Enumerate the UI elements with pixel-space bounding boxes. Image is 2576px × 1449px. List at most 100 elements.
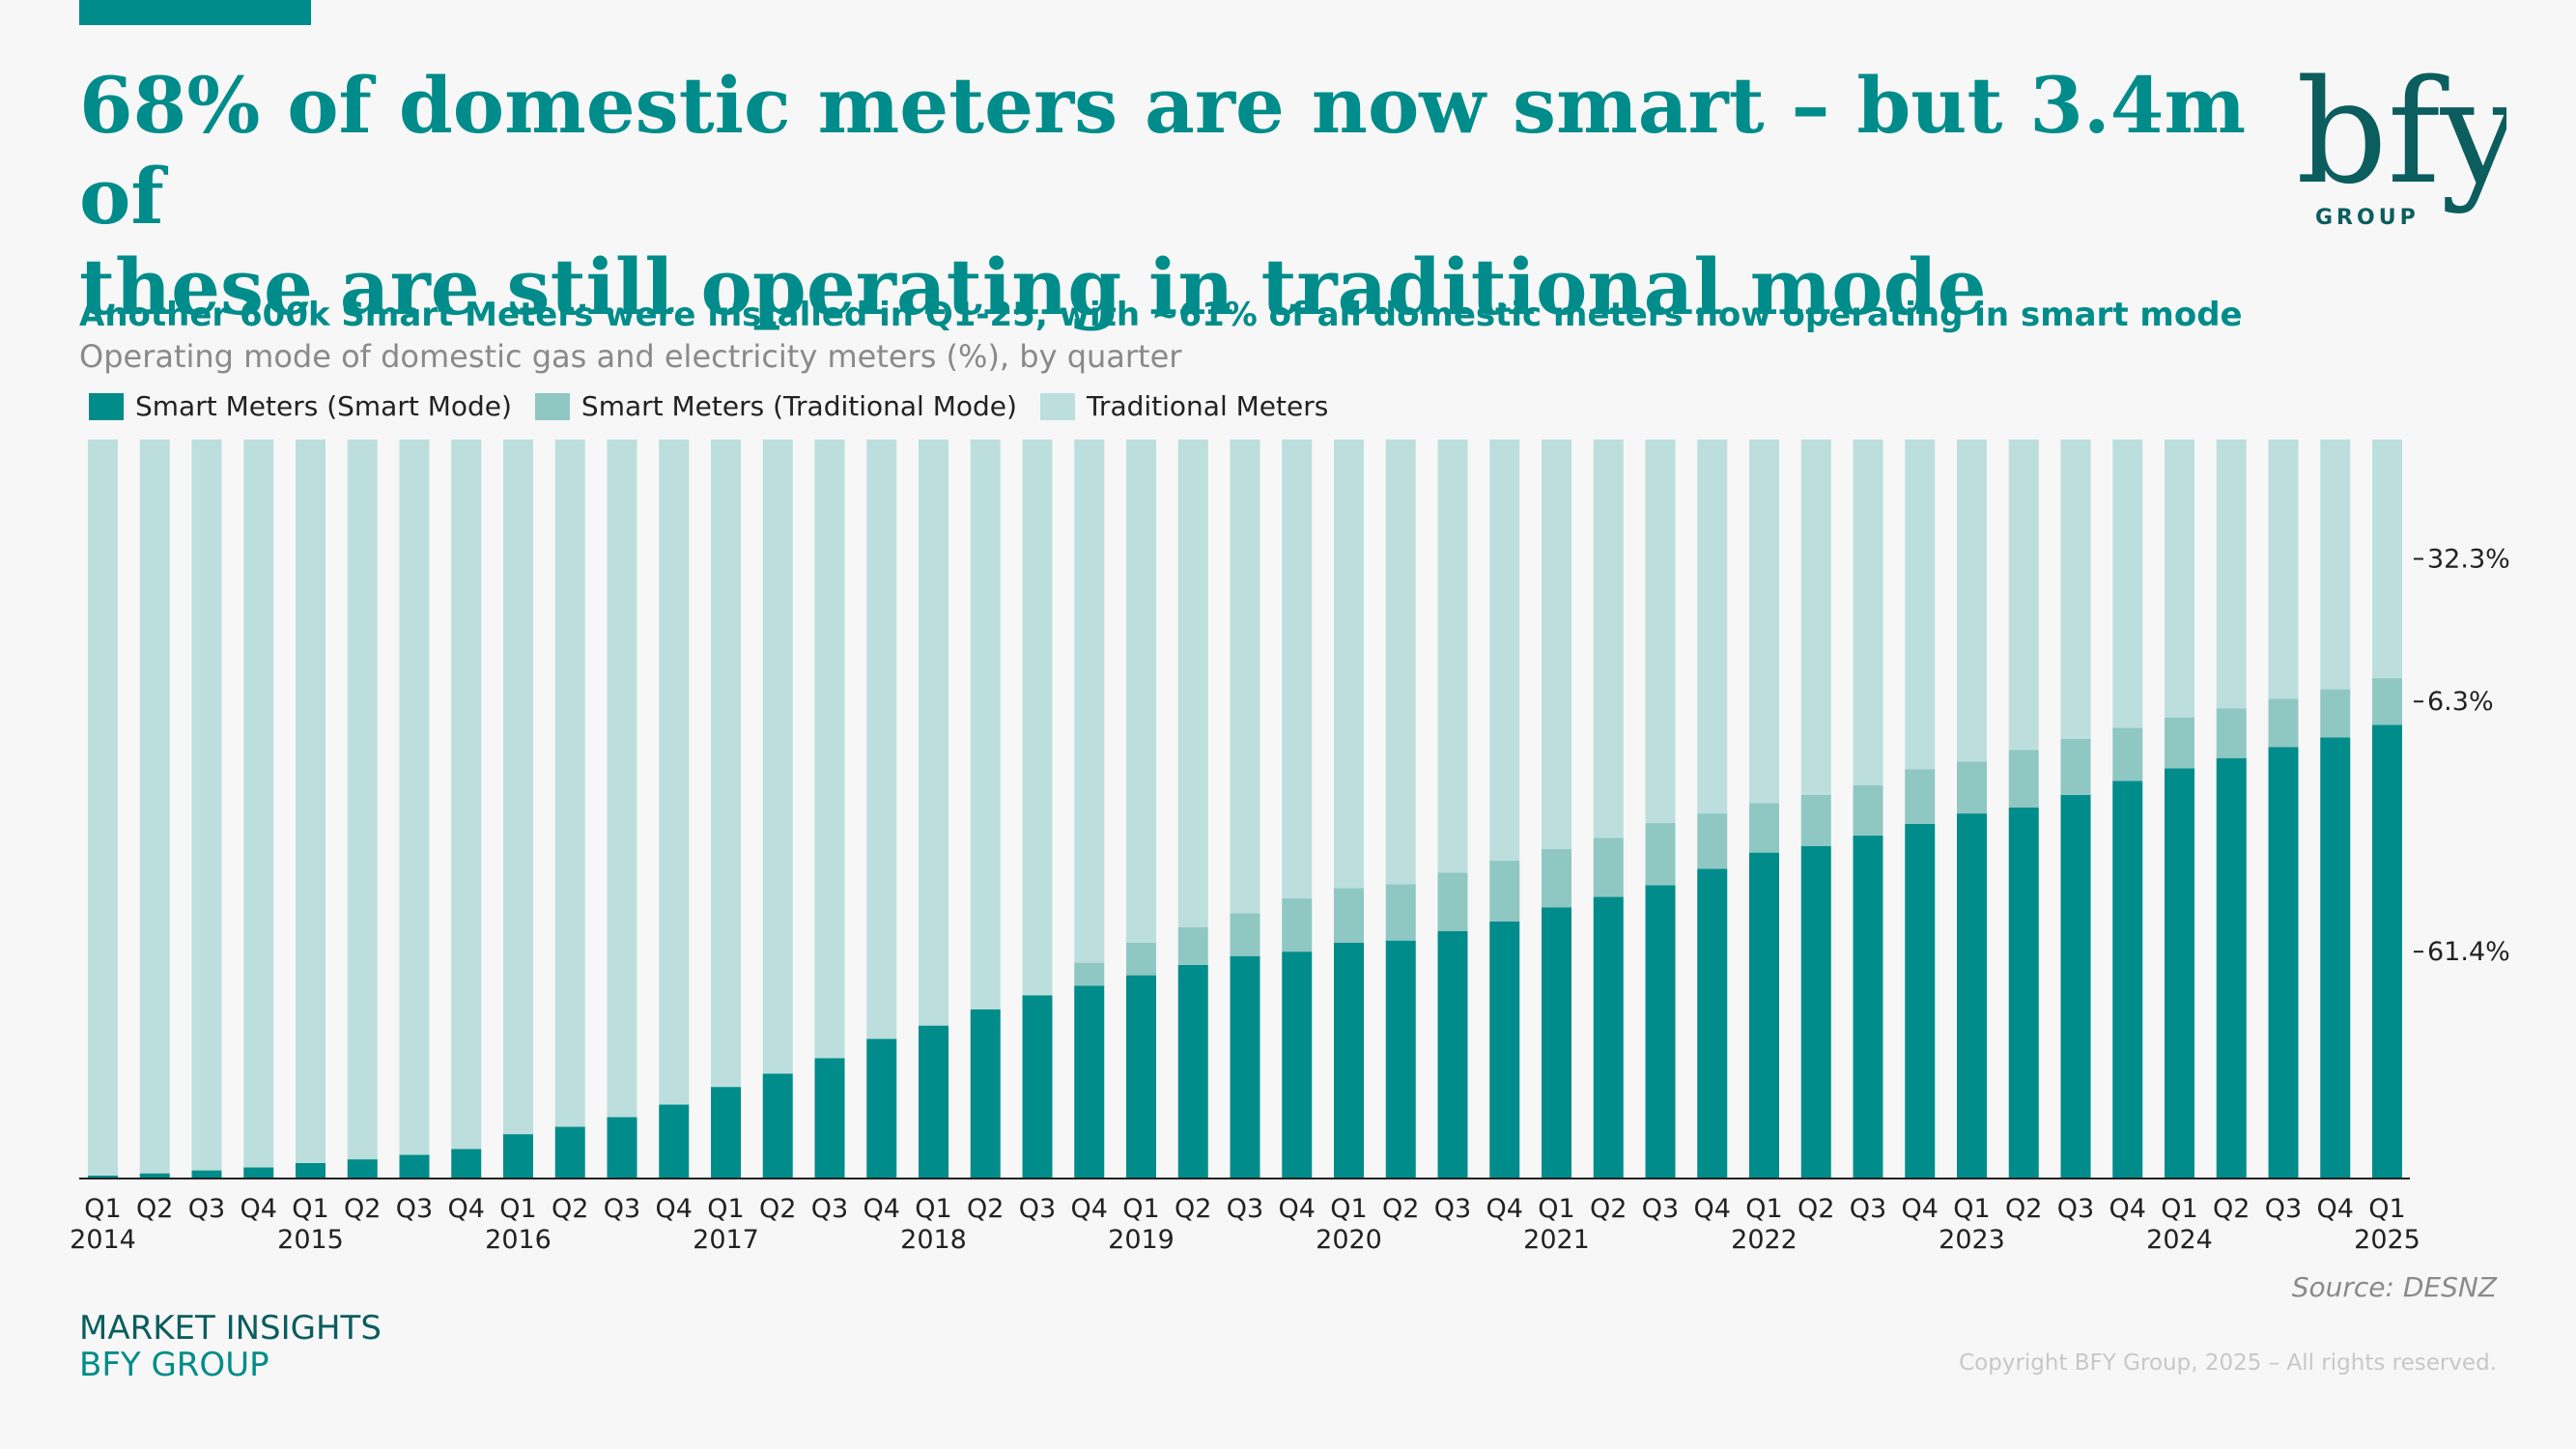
x-tick-label: Q1	[1122, 1194, 1159, 1224]
bar-traditional-meters	[866, 440, 897, 1039]
x-year-label: 2020	[1316, 1225, 1382, 1255]
x-year-label: 2019	[1108, 1225, 1175, 1255]
bar-traditional-meters	[659, 440, 690, 1105]
bar-smart-meters-traditional-mode	[2268, 698, 2299, 748]
bar-smart-meters-smart-mode	[1437, 930, 1468, 1179]
x-tick-label: Q4	[2109, 1194, 2146, 1224]
x-tick-label: Q3	[1434, 1194, 1471, 1224]
bar-traditional-meters	[711, 440, 741, 1088]
bar-traditional-meters	[88, 440, 118, 1176]
bfy-group-logo: bfy GROUP	[2296, 68, 2506, 230]
x-tick-label: Q4	[2317, 1194, 2354, 1224]
bar-smart-meters-traditional-mode	[1645, 823, 1676, 886]
bar-smart-meters-smart-mode	[970, 1009, 1001, 1179]
title-line-2: these are still operating in traditional…	[79, 242, 1987, 332]
x-tick-label: Q2	[2005, 1194, 2042, 1224]
bar-traditional-meters	[1489, 440, 1520, 862]
x-tick-label: Q1	[292, 1194, 328, 1224]
bar-smart-meters-smart-mode	[2008, 807, 2039, 1179]
bar-smart-meters-smart-mode	[1697, 868, 1728, 1179]
chart-subtitle: Another 600k Smart Meters were installed…	[79, 296, 2243, 334]
accent-bar	[79, 0, 311, 25]
bar-traditional-meters	[2268, 440, 2299, 699]
x-tick-label: Q4	[863, 1194, 900, 1224]
x-tick-label: Q3	[396, 1194, 433, 1224]
bar-smart-meters-traditional-mode	[2165, 717, 2194, 769]
bar-traditional-meters	[1697, 440, 1728, 814]
bar-smart-meters-smart-mode	[1074, 985, 1105, 1179]
bar-smart-meters-smart-mode	[814, 1058, 845, 1179]
bar-smart-meters-traditional-mode	[1593, 838, 1624, 897]
x-tick-label: Q2	[1382, 1194, 1419, 1224]
x-tick-label: Q4	[1694, 1194, 1731, 1224]
bar-smart-meters-traditional-mode	[1334, 888, 1364, 943]
bar-traditional-meters	[1334, 440, 1364, 889]
title-line-1: 68% of domestic meters are now smart – b…	[79, 60, 2247, 242]
bar-smart-meters-traditional-mode	[2372, 678, 2402, 725]
bar-smart-meters-traditional-mode	[1853, 785, 1883, 837]
legend-swatch-smart-mode	[89, 392, 124, 420]
x-year-label: 2014	[70, 1225, 136, 1255]
x-tick-label: Q4	[448, 1194, 485, 1224]
bar-smart-meters-smart-mode	[399, 1154, 430, 1179]
x-tick-label: Q3	[1642, 1194, 1679, 1224]
bar-smart-meters-traditional-mode	[1282, 898, 1313, 952]
bar-smart-meters-smart-mode	[1749, 852, 1779, 1179]
x-tick-label: Q2	[1175, 1194, 1211, 1224]
x-tick-label: Q4	[1279, 1194, 1316, 1224]
bar-smart-meters-smart-mode	[762, 1073, 793, 1179]
bar-traditional-meters	[2165, 440, 2194, 718]
source-note: Source: DESNZ	[2291, 1271, 2497, 1303]
bar-traditional-meters	[1074, 440, 1105, 963]
bar-smart-meters-smart-mode	[139, 1173, 170, 1179]
bar-traditional-meters	[139, 440, 170, 1174]
x-tick-label: Q1	[499, 1194, 536, 1224]
bar-smart-meters-smart-mode	[2268, 747, 2299, 1179]
x-tick-label: Q1	[1330, 1194, 1367, 1224]
bar-traditional-meters	[2216, 440, 2247, 709]
bar-traditional-meters	[1126, 440, 1156, 943]
bar-smart-meters-smart-mode	[2320, 737, 2351, 1179]
chart-legend: Smart Meters (Smart Mode) Smart Meters (…	[89, 390, 1351, 422]
logo-wordmark: bfy	[2296, 68, 2506, 215]
bar-smart-meters-smart-mode	[607, 1117, 637, 1179]
bar-smart-meters-traditional-mode	[1905, 769, 1936, 824]
bar-smart-meters-smart-mode	[243, 1167, 274, 1179]
x-tick-label: Q4	[241, 1194, 277, 1224]
bar-traditional-meters	[503, 440, 533, 1135]
bar-smart-meters-smart-mode	[2165, 768, 2194, 1179]
legend-label-smart-mode: Smart Meters (Smart Mode)	[135, 390, 512, 422]
bar-smart-meters-smart-mode	[1022, 995, 1053, 1179]
bar-smart-meters-traditional-mode	[1542, 848, 1571, 908]
bar-smart-meters-smart-mode	[88, 1175, 118, 1179]
x-tick-label: Q1	[84, 1194, 121, 1224]
bar-smart-meters-smart-mode	[296, 1162, 326, 1179]
x-year-label: 2018	[900, 1225, 967, 1255]
bar-smart-meters-traditional-mode	[1126, 942, 1156, 976]
bar-traditional-meters	[2320, 440, 2351, 690]
bar-smart-meters-traditional-mode	[2112, 727, 2143, 781]
bar-traditional-meters	[1593, 440, 1624, 838]
legend-label-smart-traditional: Smart Meters (Traditional Mode)	[580, 390, 1017, 422]
bar-smart-meters-smart-mode	[711, 1087, 741, 1179]
bar-smart-meters-smart-mode	[866, 1038, 897, 1179]
x-year-label: 2017	[693, 1225, 759, 1255]
x-tick-label: Q1	[1953, 1194, 1990, 1224]
bar-traditional-meters	[1385, 440, 1416, 885]
bar-traditional-meters	[1437, 440, 1468, 873]
stacked-bar-chart: Q1 Q2 Q3 Q4 Q1 Q2 Q3 Q4 Q1 Q2 Q3 Q4 Q1 Q2 Q3 Q4 Q1 Q2 Q3 Q4…	[70, 440, 2510, 1255]
bar-traditional-meters	[399, 440, 430, 1155]
x-tick-label: Q4	[1071, 1194, 1108, 1224]
bar-smart-meters-smart-mode	[1957, 813, 1987, 1179]
bar-smart-meters-smart-mode	[554, 1126, 585, 1179]
x-tick-label: Q2	[1590, 1194, 1627, 1224]
bar-traditional-meters	[554, 440, 585, 1127]
bar-traditional-meters	[1853, 440, 1883, 786]
bar-smart-meters-smart-mode	[1126, 975, 1156, 1179]
bar-traditional-meters	[607, 440, 637, 1118]
x-tick-label: Q1	[2368, 1194, 2405, 1224]
bar-smart-meters-traditional-mode	[1437, 872, 1468, 931]
x-tick-label: Q1	[1538, 1194, 1574, 1224]
bar-smart-meters-smart-mode	[2372, 724, 2402, 1179]
bar-traditional-meters	[1282, 440, 1313, 899]
